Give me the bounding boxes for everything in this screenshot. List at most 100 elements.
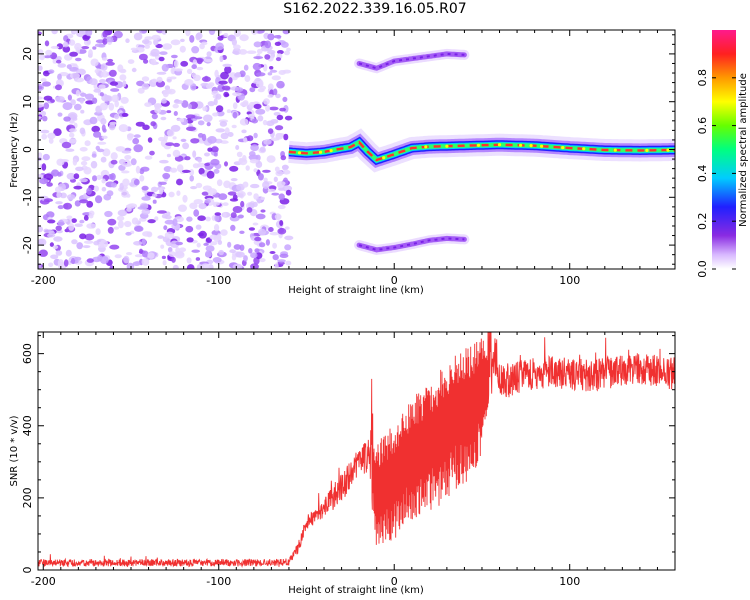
noise-blob xyxy=(184,79,194,86)
noise-blob xyxy=(162,43,173,50)
colorbar: 0.0 0.2 0.4 0.6 0.8 Normalized spectral ampl… xyxy=(696,30,749,278)
noise-blob xyxy=(273,35,282,39)
noise-blob xyxy=(263,139,272,145)
noise-blob xyxy=(238,158,248,166)
noise-blob xyxy=(122,80,127,88)
noise-blob xyxy=(122,163,132,167)
noise-blob xyxy=(159,159,169,164)
noise-blob xyxy=(273,112,281,116)
noise-blob xyxy=(232,206,243,213)
noise-blob xyxy=(207,147,213,152)
spectrogram-x-axis-label: Height of straight line (km) xyxy=(288,285,424,296)
noise-blob xyxy=(131,67,137,73)
noise-blob xyxy=(236,190,246,198)
noise-blob xyxy=(105,61,115,66)
noise-blob xyxy=(201,191,209,196)
noise-blob xyxy=(204,59,213,63)
spectrogram-x-tick-label: 100 xyxy=(559,274,580,287)
noise-blob xyxy=(73,185,83,190)
noise-blob xyxy=(147,137,153,143)
noise-blob xyxy=(147,219,156,224)
noise-blob xyxy=(251,118,258,124)
noise-blob xyxy=(79,98,84,104)
noise-blob xyxy=(41,133,48,140)
noise-blob xyxy=(110,152,118,161)
noise-blob xyxy=(221,85,231,91)
noise-blob xyxy=(243,255,248,262)
noise-blob xyxy=(102,38,108,45)
noise-blob xyxy=(99,92,104,97)
noise-blob xyxy=(255,72,266,77)
main-ridge-speck xyxy=(582,147,586,151)
noise-blob xyxy=(246,50,257,54)
noise-blob xyxy=(178,204,187,212)
noise-blob xyxy=(109,244,120,250)
noise-blob xyxy=(186,216,193,222)
noise-blob xyxy=(85,30,93,37)
noise-blob xyxy=(195,257,201,261)
noise-blob xyxy=(74,223,83,227)
noise-blob xyxy=(206,84,213,89)
noise-blob xyxy=(79,199,89,204)
noise-blob xyxy=(69,51,78,57)
noise-blob xyxy=(121,190,129,198)
snr-frame xyxy=(37,331,676,571)
noise-blob xyxy=(270,119,279,124)
noise-blob xyxy=(93,185,99,192)
noise-blob xyxy=(162,260,167,266)
noise-blob xyxy=(267,128,274,135)
noise-blob xyxy=(250,144,259,152)
noise-blob xyxy=(43,102,50,110)
noise-blob xyxy=(42,115,48,122)
main-ridge-speck xyxy=(613,148,617,152)
noise-blob xyxy=(256,48,263,54)
noise-blob xyxy=(210,158,220,166)
noise-blob xyxy=(263,177,268,183)
noise-blob xyxy=(85,93,94,100)
noise-blob xyxy=(186,126,196,132)
noise-blob xyxy=(255,252,263,260)
noise-blob xyxy=(245,165,250,171)
noise-blob xyxy=(242,181,249,188)
noise-blob xyxy=(55,201,63,205)
noise-blob xyxy=(232,50,240,55)
noise-blob xyxy=(215,128,226,133)
noise-blob xyxy=(109,69,117,77)
noise-blob xyxy=(150,48,160,57)
noise-blob xyxy=(216,233,222,242)
noise-blob xyxy=(217,30,222,34)
noise-blob xyxy=(193,209,200,217)
noise-blob xyxy=(250,263,259,269)
noise-blob xyxy=(40,129,50,134)
noise-blob xyxy=(192,163,200,169)
noise-blob xyxy=(56,158,65,166)
colorbar-gradient xyxy=(712,30,736,269)
lower-sideband xyxy=(356,235,467,253)
noise-blob xyxy=(258,79,264,88)
noise-blob xyxy=(232,92,242,97)
noise-blob xyxy=(132,261,141,267)
main-ridge-speck xyxy=(329,149,333,153)
noise-blob xyxy=(264,40,272,49)
noise-blob xyxy=(57,63,67,68)
noise-blob xyxy=(217,240,223,245)
noise-blob xyxy=(93,131,102,138)
noise-blob xyxy=(83,240,94,244)
main-ridge-speck xyxy=(476,143,481,147)
noise-blob xyxy=(151,78,157,83)
noise-blob xyxy=(70,72,80,79)
noise-blob xyxy=(215,105,224,113)
noise-blob xyxy=(86,187,92,195)
noise-blob xyxy=(118,124,129,133)
noise-blob xyxy=(101,135,108,139)
noise-blob xyxy=(250,183,260,189)
noise-blob xyxy=(151,34,161,41)
noise-blob xyxy=(130,158,137,166)
noise-blob xyxy=(196,66,204,71)
noise-blob xyxy=(238,49,248,55)
noise-blob xyxy=(68,128,77,133)
noise-blob xyxy=(63,202,72,210)
noise-blob xyxy=(243,64,249,71)
main-ridge-speck xyxy=(519,143,523,147)
noise-blob xyxy=(117,220,124,229)
